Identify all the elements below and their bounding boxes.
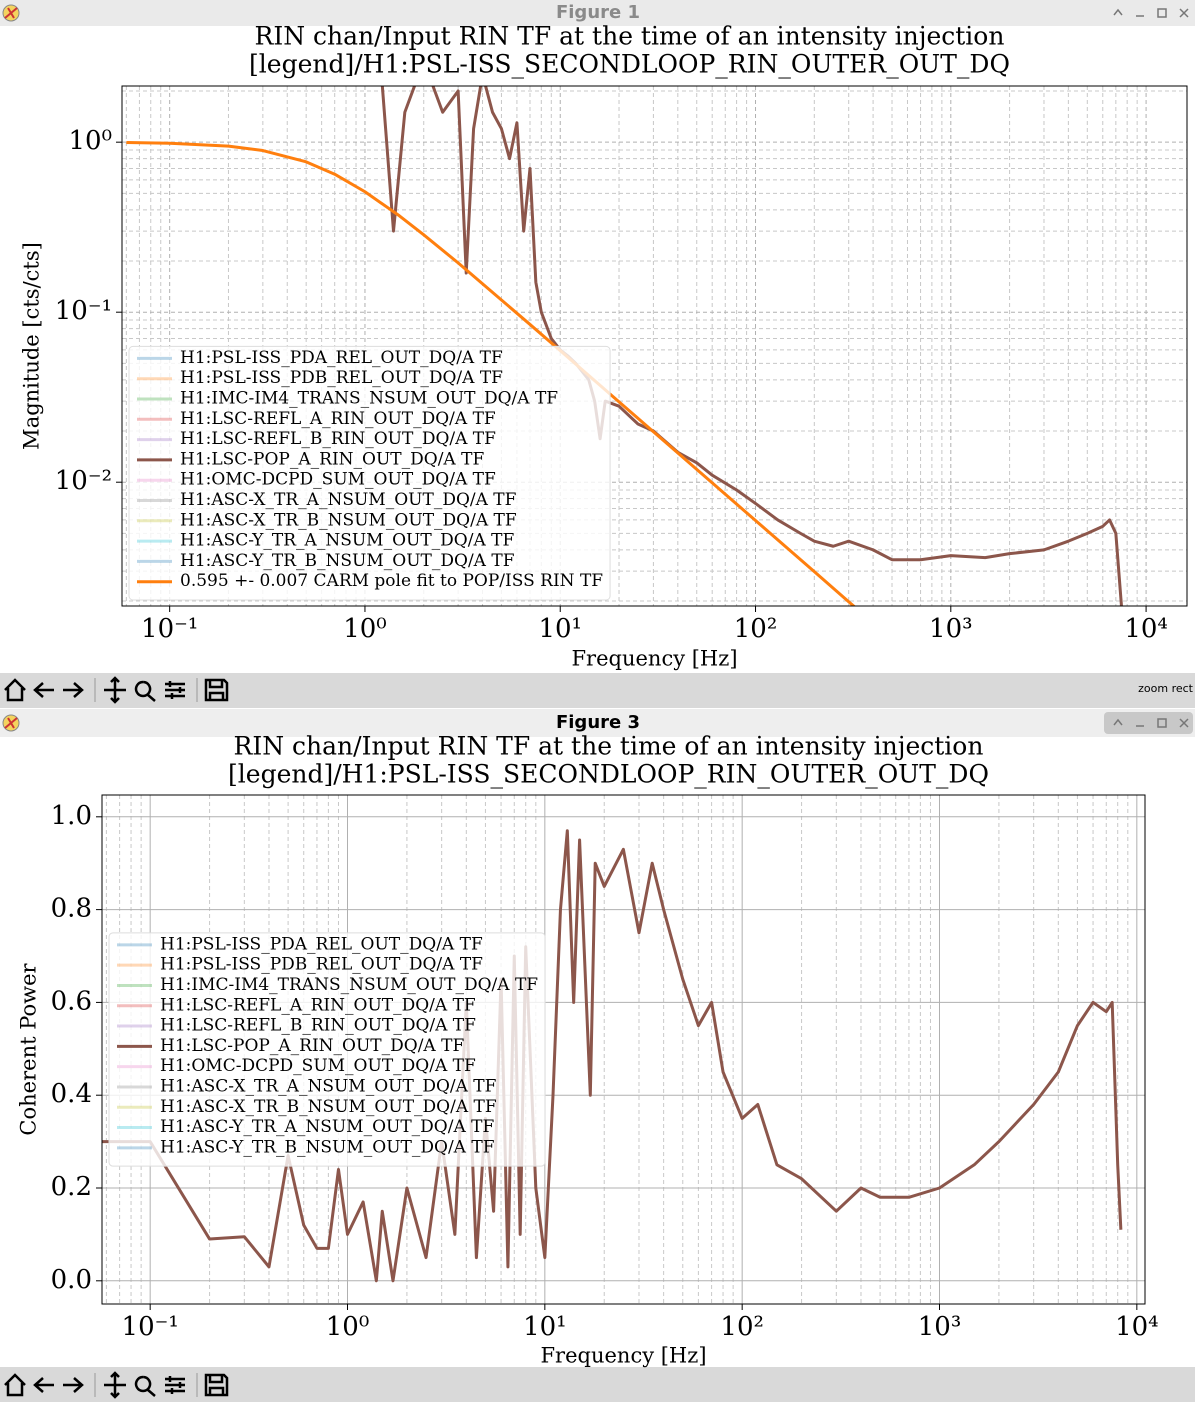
x-tick-label: 10² <box>720 1312 764 1342</box>
toolbar-buttons <box>4 676 229 704</box>
window-controls <box>1104 712 1193 734</box>
x-tick-label: 10⁰ <box>326 1312 370 1342</box>
toolbar <box>0 673 1195 708</box>
window-button <box>1179 718 1189 728</box>
window-button <box>1157 718 1167 728</box>
data-line <box>126 141 856 606</box>
y-tick-label: 0.0 <box>51 1265 92 1295</box>
x-axis-label: Frequency [Hz] <box>571 647 737 671</box>
y-tick-label: 1.0 <box>51 801 92 831</box>
titlebar <box>0 0 1195 26</box>
legend-label: H1:PSL-ISS_PDA_REL_OUT_DQ/A TF <box>160 934 483 954</box>
x-tick-label: 10¹ <box>523 1312 567 1342</box>
x-tick-label: 10³ <box>918 1312 962 1342</box>
chart-title: RIN chan/Input RIN TF at the time of an … <box>255 22 1005 51</box>
y-tick-label: 0.4 <box>51 1079 92 1109</box>
chart-title: [legend]/H1:PSL-ISS_SECONDLOOP_RIN_OUTER… <box>249 50 1010 79</box>
legend-label: H1:IMC-IM4_TRANS_NSUM_OUT_DQ/A TF <box>160 975 538 995</box>
legend-label: 0.595 +- 0.007 CARM pole fit to POP/ISS … <box>180 571 603 591</box>
toolbar-button[interactable] <box>134 1375 156 1397</box>
y-axis-label: Coherent Power <box>17 962 41 1135</box>
x-tick-label: 10⁰ <box>343 614 387 644</box>
plot-frame <box>121 85 1188 607</box>
data-line <box>102 829 1123 1283</box>
titlebar <box>0 709 1195 737</box>
toolbar-button[interactable] <box>165 1376 185 1394</box>
toolbar-button[interactable] <box>204 1373 229 1397</box>
window-button <box>1113 8 1123 16</box>
toolbar-button[interactable] <box>4 1373 26 1397</box>
x-tick-label: 10⁴ <box>1124 614 1168 644</box>
toolbar-button[interactable] <box>104 1371 126 1399</box>
window-button <box>1157 8 1167 18</box>
status-text: zoom rect <box>1138 682 1194 695</box>
y-tick-label: 0.6 <box>51 986 92 1016</box>
toolbar-button[interactable] <box>63 682 84 698</box>
app-icon <box>4 7 18 19</box>
chart-title: [legend]/H1:PSL-ISS_SECONDLOOP_RIN_OUTER… <box>228 760 989 789</box>
y-tick-label: 0.2 <box>51 1172 92 1202</box>
legend-label: H1:ASC-X_TR_A_NSUM_OUT_DQ/A TF <box>180 490 517 510</box>
window-title: Figure 1 <box>556 2 640 23</box>
y-tick-label: 10⁻² <box>55 466 112 496</box>
x-axis-label: Frequency [Hz] <box>540 1344 706 1368</box>
y-tick-label: 0.8 <box>51 894 92 924</box>
legend-label: H1:OMC-DCPD_SUM_OUT_DQ/A TF <box>160 1056 476 1076</box>
x-tick-label: 10³ <box>929 614 973 644</box>
legend-label: H1:IMC-IM4_TRANS_NSUM_OUT_DQ/A TF <box>180 389 558 409</box>
window-button <box>1179 8 1189 18</box>
app-icon <box>4 717 18 729</box>
legend-label: H1:ASC-X_TR_B_NSUM_OUT_DQ/A TF <box>180 510 517 530</box>
toolbar-button[interactable] <box>165 681 185 699</box>
toolbar-button[interactable] <box>33 1377 54 1393</box>
x-tick-label: 10² <box>734 614 778 644</box>
toolbar-button[interactable] <box>134 680 156 702</box>
toolbar-button[interactable] <box>4 678 26 702</box>
legend-label: H1:ASC-X_TR_A_NSUM_OUT_DQ/A TF <box>160 1076 497 1096</box>
toolbar-button[interactable] <box>33 682 54 698</box>
legend-label: H1:LSC-POP_A_RIN_OUT_DQ/A TF <box>160 1036 464 1056</box>
toolbar-button[interactable] <box>204 678 229 702</box>
toolbar-button[interactable] <box>63 1377 84 1393</box>
chart-title: RIN chan/Input RIN TF at the time of an … <box>234 732 984 761</box>
legend-label: H1:ASC-Y_TR_B_NSUM_OUT_DQ/A TF <box>160 1137 495 1157</box>
legend-label: H1:PSL-ISS_PDB_REL_OUT_DQ/A TF <box>160 955 483 975</box>
legend-label: H1:ASC-Y_TR_A_NSUM_OUT_DQ/A TF <box>160 1117 494 1137</box>
legend-label: H1:OMC-DCPD_SUM_OUT_DQ/A TF <box>180 470 496 490</box>
toolbar <box>0 1367 1195 1402</box>
x-tick-label: 10⁴ <box>1115 1312 1159 1342</box>
y-axis-label: Magnitude [cts/cts] <box>20 242 44 450</box>
legend-label: H1:LSC-REFL_A_RIN_OUT_DQ/A TF <box>180 409 496 429</box>
y-tick-label: 10⁰ <box>68 126 112 156</box>
window-title: Figure 3 <box>556 712 640 733</box>
toolbar-buttons <box>4 1371 229 1399</box>
legend-label: H1:ASC-Y_TR_B_NSUM_OUT_DQ/A TF <box>180 551 515 571</box>
plot-frame <box>101 794 1146 1305</box>
legend-label: H1:ASC-X_TR_B_NSUM_OUT_DQ/A TF <box>160 1097 497 1117</box>
legend-label: H1:PSL-ISS_PDB_REL_OUT_DQ/A TF <box>180 368 503 388</box>
x-tick-label: 10⁻¹ <box>141 614 198 644</box>
x-tick-label: 10¹ <box>538 614 582 644</box>
legend-box <box>108 932 546 1167</box>
legend-label: H1:LSC-REFL_B_RIN_OUT_DQ/A TF <box>160 1016 476 1036</box>
toolbar-button[interactable] <box>104 676 126 704</box>
y-tick-label: 10⁻¹ <box>55 296 112 326</box>
legend-label: H1:LSC-POP_A_RIN_OUT_DQ/A TF <box>180 449 484 469</box>
window-button <box>1113 718 1123 726</box>
data-line <box>380 86 1123 606</box>
x-tick-label: 10⁻¹ <box>122 1312 179 1342</box>
legend-label: H1:LSC-REFL_A_RIN_OUT_DQ/A TF <box>160 995 476 1015</box>
legend-box <box>128 345 611 601</box>
legend-label: H1:PSL-ISS_PDA_REL_OUT_DQ/A TF <box>180 348 503 368</box>
legend-label: H1:ASC-Y_TR_A_NSUM_OUT_DQ/A TF <box>180 531 514 551</box>
legend-label: H1:LSC-REFL_B_RIN_OUT_DQ/A TF <box>180 429 496 449</box>
